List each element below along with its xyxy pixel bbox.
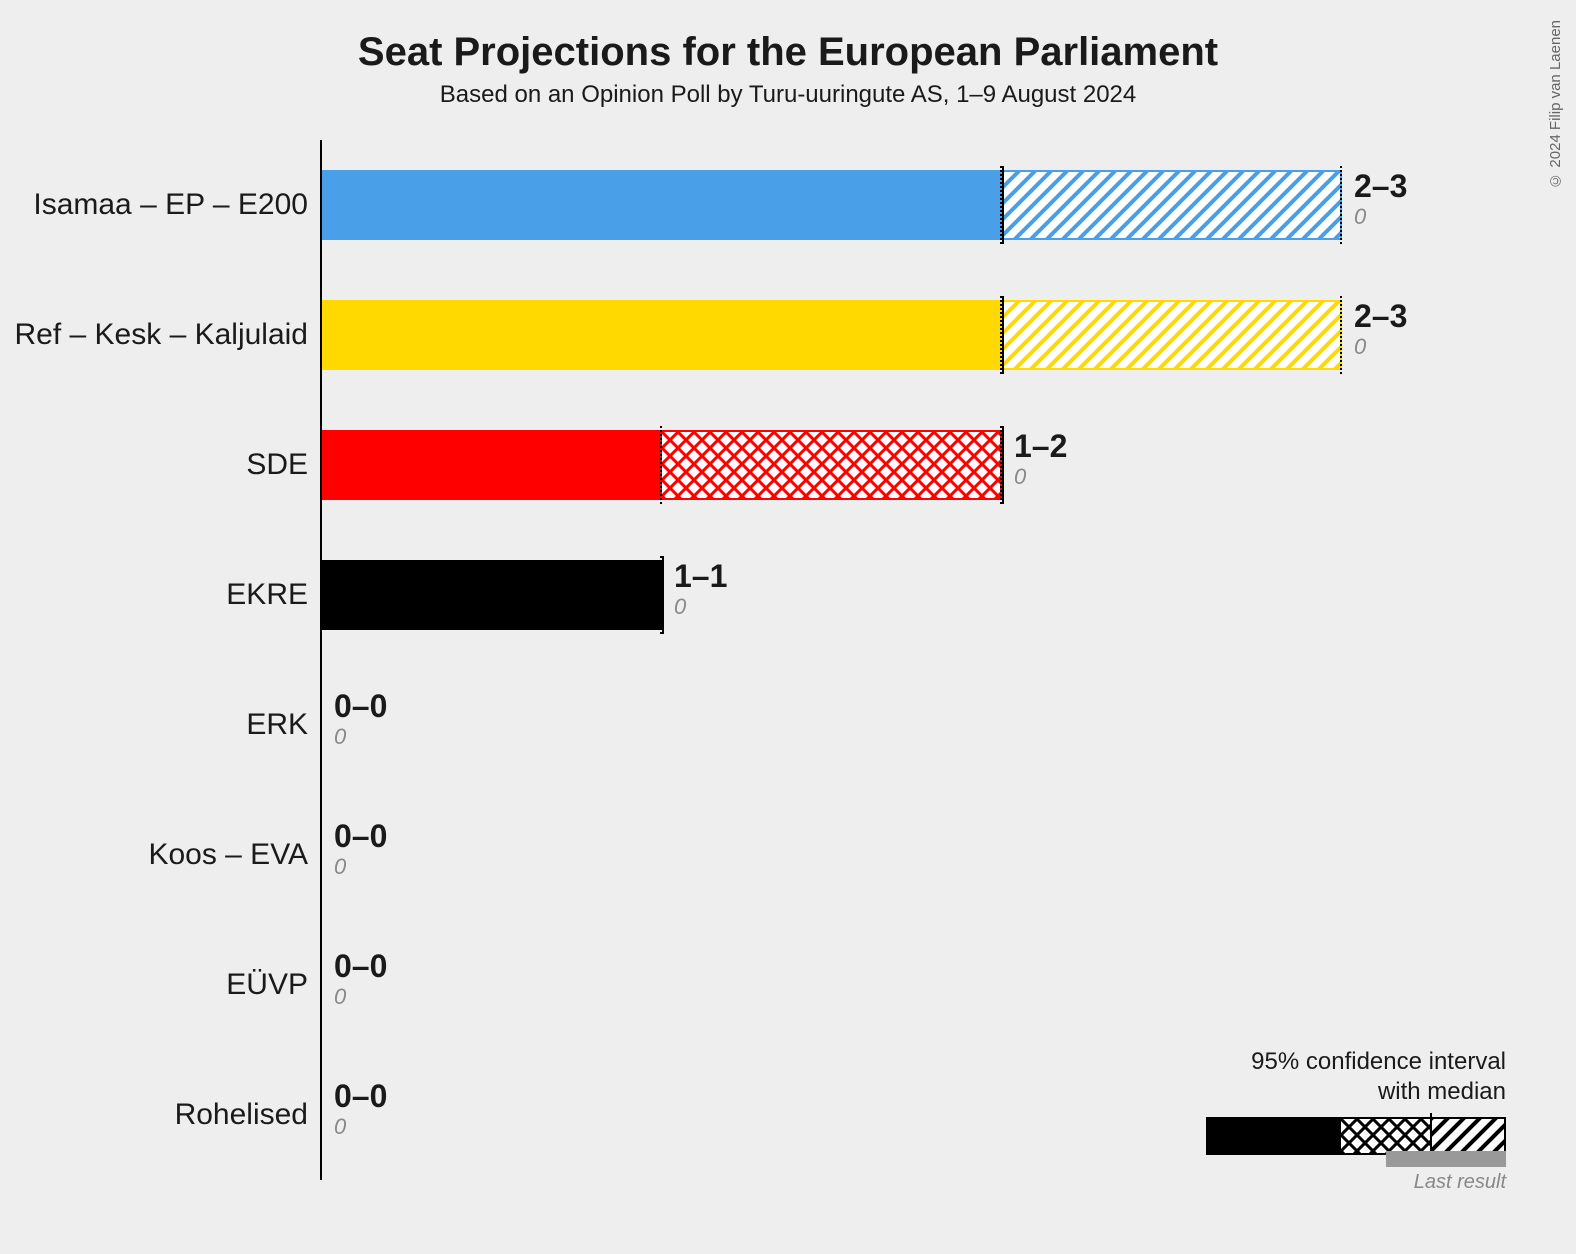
- party-row: Isamaa – EP – E2002–30: [320, 140, 1350, 270]
- party-row: EÜVP0–00: [320, 920, 1350, 1050]
- range-value-label: 0–0: [334, 818, 387, 855]
- bar-solid-segment: [322, 300, 1002, 370]
- party-label: SDE: [246, 448, 308, 482]
- party-label: Isamaa – EP – E200: [33, 188, 308, 222]
- legend-line-2: with median: [1206, 1077, 1506, 1107]
- bar-hatched-segment: [1002, 300, 1342, 370]
- party-row: Koos – EVA0–00: [320, 790, 1350, 920]
- party-label: Ref – Kesk – Kaljulaid: [15, 318, 309, 352]
- bar-solid-segment: [322, 430, 662, 500]
- high-marker: [660, 556, 662, 634]
- last-result-value-label: 0: [334, 854, 346, 880]
- bar-hatched-segment: [1002, 170, 1342, 240]
- high-marker: [1340, 296, 1342, 374]
- legend-last-result-label: Last result: [1206, 1171, 1506, 1194]
- party-row: ERK0–00: [320, 660, 1350, 790]
- legend-swatch: [1206, 1117, 1506, 1155]
- last-result-value-label: 0: [1014, 464, 1026, 490]
- median-marker: [662, 556, 664, 634]
- range-value-label: 2–3: [1354, 298, 1407, 335]
- range-value-label: 0–0: [334, 948, 387, 985]
- party-label: EÜVP: [226, 968, 308, 1002]
- chart-title: Seat Projections for the European Parlia…: [60, 30, 1516, 75]
- party-label: Rohelised: [175, 1098, 308, 1132]
- legend-last-result-bar: [1386, 1151, 1506, 1167]
- median-marker: [1002, 426, 1004, 504]
- legend-seg-solid: [1206, 1117, 1341, 1155]
- chart-container: Seat Projections for the European Parlia…: [60, 30, 1516, 109]
- bar-hatched-segment: [662, 430, 1002, 500]
- range-value-label: 0–0: [334, 1078, 387, 1115]
- last-result-value-label: 0: [334, 724, 346, 750]
- last-result-value-label: 0: [1354, 204, 1366, 230]
- party-label: EKRE: [226, 578, 308, 612]
- party-row: EKRE1–10: [320, 530, 1350, 660]
- legend: 95% confidence interval with median Last…: [1206, 1047, 1506, 1194]
- party-row: Ref – Kesk – Kaljulaid2–30: [320, 270, 1350, 400]
- high-marker: [1340, 166, 1342, 244]
- party-row: Rohelised0–00: [320, 1050, 1350, 1180]
- party-label: Koos – EVA: [148, 838, 308, 872]
- range-value-label: 2–3: [1354, 168, 1407, 205]
- range-value-label: 0–0: [334, 688, 387, 725]
- last-result-value-label: 0: [334, 984, 346, 1010]
- low-marker: [660, 426, 662, 504]
- bar-solid-segment: [322, 560, 662, 630]
- legend-line-1: 95% confidence interval: [1206, 1047, 1506, 1077]
- last-result-value-label: 0: [334, 1114, 346, 1140]
- copyright-label: © 2024 Filip van Laenen: [1547, 20, 1564, 189]
- median-marker: [1002, 296, 1004, 374]
- range-value-label: 1–1: [674, 558, 727, 595]
- legend-seg-cross: [1341, 1117, 1431, 1155]
- bar-solid-segment: [322, 170, 1002, 240]
- range-value-label: 1–2: [1014, 428, 1067, 465]
- chart-subtitle: Based on an Opinion Poll by Turu-uuringu…: [60, 81, 1516, 109]
- high-marker: [1000, 426, 1002, 504]
- party-row: SDE1–20: [320, 400, 1350, 530]
- last-result-value-label: 0: [674, 594, 686, 620]
- last-result-value-label: 0: [1354, 334, 1366, 360]
- legend-seg-diag: [1431, 1117, 1506, 1155]
- party-label: ERK: [246, 708, 308, 742]
- median-marker: [1002, 166, 1004, 244]
- plot-area: Isamaa – EP – E2002–30Ref – Kesk – Kalju…: [320, 140, 1350, 1180]
